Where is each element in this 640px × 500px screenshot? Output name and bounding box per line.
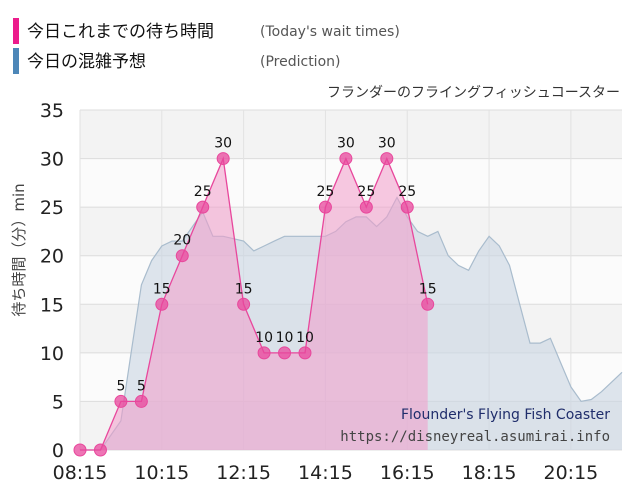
- credit: Flounder's Flying Fish Coaster https://d…: [340, 407, 610, 445]
- data-label: 25: [357, 184, 375, 200]
- x-tick-label: 14:15: [298, 462, 353, 484]
- x-tick-label: 16:15: [380, 462, 435, 484]
- data-label: 25: [194, 184, 212, 200]
- today-point: [400, 200, 414, 214]
- data-label: 5: [116, 378, 125, 394]
- x-tick-label: 12:15: [216, 462, 271, 484]
- credit-english-name: Flounder's Flying Fish Coaster: [401, 407, 610, 423]
- today-point: [73, 443, 87, 457]
- legend-today-swatch: [13, 18, 19, 44]
- data-label: 20: [173, 233, 191, 249]
- data-label: 10: [296, 330, 314, 346]
- y-tick-label: 20: [40, 246, 64, 268]
- legend-prediction-swatch: [13, 48, 19, 74]
- data-label: 15: [419, 281, 437, 297]
- data-label: 30: [214, 136, 232, 152]
- x-tick-label: 18:15: [462, 462, 517, 484]
- x-tick-label: 10:15: [134, 462, 189, 484]
- today-point: [114, 394, 128, 408]
- today-point: [216, 152, 230, 166]
- x-axis-ticks: 08:15 10:15 12:15 14:15 16:15 18:15 20:15: [53, 462, 599, 484]
- y-tick-label: 25: [40, 197, 64, 219]
- y-axis-ticks: 0 5 10 15 20 25 30 35: [40, 100, 64, 462]
- y-tick-label: 30: [40, 149, 64, 171]
- today-point: [380, 152, 394, 166]
- x-tick-label: 20:15: [543, 462, 598, 484]
- data-label: 10: [255, 330, 273, 346]
- data-label: 5: [137, 378, 146, 394]
- data-label: 15: [153, 281, 171, 297]
- data-label: 30: [378, 136, 396, 152]
- y-tick-label: 15: [40, 294, 64, 316]
- legend-prediction-sub: (Prediction): [260, 54, 340, 70]
- today-area: [80, 158, 428, 450]
- today-point: [359, 200, 373, 214]
- today-point: [175, 249, 189, 263]
- chart-title: フランダーのフライングフィッシュコースター: [327, 85, 620, 101]
- today-point: [257, 346, 271, 360]
- today-point: [298, 346, 312, 360]
- today-point: [339, 152, 353, 166]
- legend-today-label: 今日これまでの待ち時間: [27, 22, 214, 42]
- legend-prediction-label: 今日の混雑予想: [27, 52, 146, 72]
- today-point: [278, 346, 292, 360]
- legend: 今日これまでの待ち時間 (Today's wait times) 今日の混雑予想…: [13, 18, 400, 74]
- data-label: 30: [337, 136, 355, 152]
- today-point: [421, 297, 435, 311]
- data-label: 25: [317, 184, 335, 200]
- legend-today-sub: (Today's wait times): [260, 24, 400, 40]
- data-label: 25: [398, 184, 416, 200]
- x-tick-label: 08:15: [53, 462, 108, 484]
- data-label: 15: [235, 281, 253, 297]
- data-label: 10: [276, 330, 294, 346]
- today-point: [318, 200, 332, 214]
- y-tick-label: 10: [40, 343, 64, 365]
- y-tick-label: 35: [40, 100, 64, 122]
- y-tick-label: 5: [52, 391, 64, 413]
- today-point: [237, 297, 251, 311]
- plot-band: [80, 110, 622, 159]
- today-point: [155, 297, 169, 311]
- today-point: [196, 200, 210, 214]
- credit-url: https://disneyreal.asumirai.info: [340, 429, 610, 445]
- y-tick-label: 0: [52, 440, 64, 462]
- today-point: [93, 443, 107, 457]
- y-axis-label: 待ち時間（分）min: [10, 183, 28, 316]
- today-point: [134, 394, 148, 408]
